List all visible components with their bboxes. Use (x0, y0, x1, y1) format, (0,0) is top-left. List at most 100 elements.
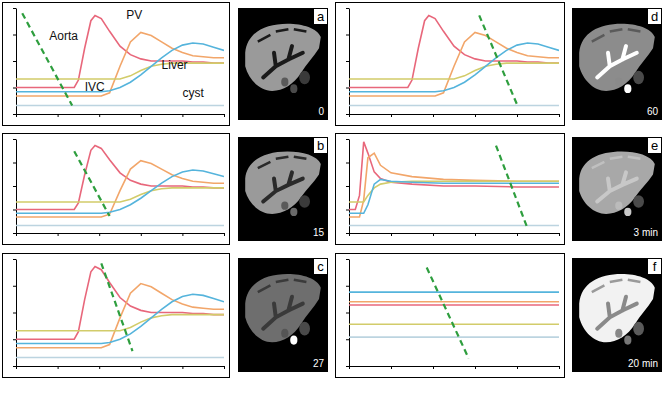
ct-image: a0 (238, 8, 328, 120)
cyst (633, 322, 644, 336)
tick-mark (391, 114, 392, 117)
curve (349, 32, 559, 96)
ivc (615, 77, 622, 86)
panel-letter-box (648, 9, 661, 24)
tick (559, 366, 560, 369)
tick-mark (182, 233, 183, 236)
curve (16, 105, 224, 107)
tick-mark (346, 139, 349, 140)
liver (245, 152, 321, 214)
tick (13, 139, 16, 140)
tick-mark (13, 210, 16, 211)
tick (13, 286, 16, 287)
axis-line (16, 140, 17, 234)
tick (346, 61, 349, 62)
ct-image: b15 (238, 137, 328, 241)
tick (346, 163, 349, 164)
scan-marker-line (496, 146, 528, 229)
tick-mark (13, 286, 16, 287)
tick-mark (475, 233, 476, 236)
panel-letter: f (653, 259, 657, 274)
aorta (290, 336, 297, 345)
tick (346, 186, 349, 187)
tick-mark (346, 186, 349, 187)
ct-image: c27 (238, 258, 328, 372)
series-label: Aorta (49, 29, 78, 43)
curve (16, 43, 224, 92)
plot-area (16, 13, 224, 105)
tick (346, 233, 349, 234)
tick (13, 259, 16, 260)
y-axis (346, 260, 350, 367)
time-label: 0 (318, 106, 324, 117)
time-label: 3 min (634, 227, 658, 238)
tick (346, 114, 349, 115)
cyst (633, 195, 644, 207)
tick-mark (58, 366, 59, 369)
ct-image: e3 min (572, 137, 662, 241)
aorta (290, 208, 297, 216)
tick (346, 339, 349, 340)
x-axis (350, 233, 560, 236)
tick (99, 366, 100, 369)
scan-marker-line (74, 151, 109, 216)
tick-mark (433, 366, 434, 369)
tick-mark (433, 114, 434, 117)
tick (346, 286, 349, 287)
tick-mark (559, 366, 560, 369)
panel-letter: c (317, 259, 324, 274)
panel-letter-box (648, 259, 661, 274)
axis-line (16, 9, 17, 115)
tick (559, 233, 560, 236)
tick (13, 339, 16, 340)
tick (141, 233, 142, 236)
liver (245, 24, 321, 91)
chart-panel (3, 134, 230, 245)
tick-mark (58, 233, 59, 236)
tick (433, 233, 434, 236)
tick (141, 366, 142, 369)
chart-panel: AortaPVIVCLivercyst (3, 3, 230, 126)
ivc (281, 201, 288, 209)
portal-vein (263, 46, 303, 77)
tick (391, 233, 392, 236)
y-axis (346, 140, 350, 234)
tick (517, 233, 518, 236)
tick (224, 366, 225, 369)
tick-mark (13, 35, 16, 36)
curve (16, 315, 224, 331)
tick-mark (13, 163, 16, 164)
aorta (290, 84, 297, 93)
tick-mark (13, 339, 16, 340)
image-background (238, 8, 328, 120)
panel-letter: a (317, 9, 325, 24)
tick-mark (559, 114, 560, 117)
cyst (299, 71, 310, 84)
curve (16, 266, 224, 339)
series-label: IVC (85, 80, 105, 94)
curve (349, 291, 559, 293)
curve (16, 357, 224, 359)
panel-letter: b (317, 138, 324, 153)
tick-mark (13, 61, 16, 62)
ivc (615, 201, 622, 209)
chart-panel (3, 254, 230, 378)
cyst (299, 322, 310, 336)
tick-mark (346, 163, 349, 164)
panel-letter-box (314, 9, 327, 24)
tick (13, 88, 16, 89)
hepatic-vein (258, 157, 307, 168)
tick-mark (13, 313, 16, 314)
x-axis (350, 366, 560, 369)
tick (58, 114, 59, 117)
tick-mark (433, 233, 434, 236)
tick (346, 366, 349, 367)
tick (346, 139, 349, 140)
curve (16, 294, 224, 343)
tick (13, 233, 16, 234)
tick-mark (517, 114, 518, 117)
tick-mark (182, 366, 183, 369)
panel-frame (336, 254, 565, 378)
chart-panel (336, 3, 565, 126)
image-background (572, 8, 662, 120)
